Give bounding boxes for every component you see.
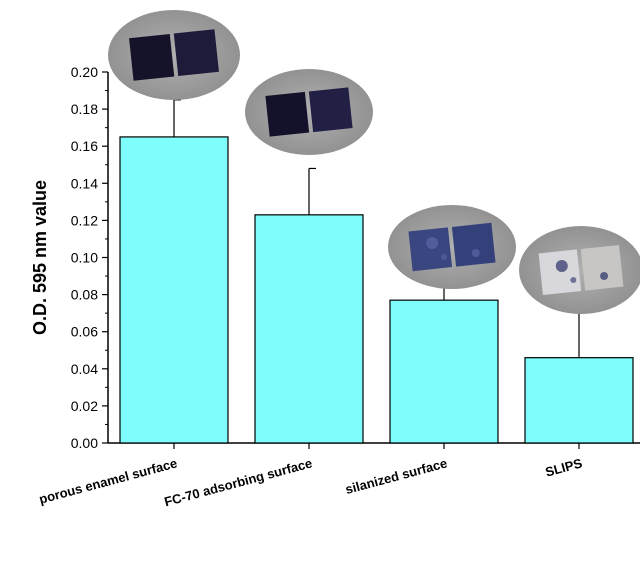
sample-block-right — [451, 222, 496, 267]
sample-photo-light-stained — [519, 226, 640, 314]
category-label: SLIPS — [544, 455, 584, 479]
sample-block-right — [580, 244, 624, 291]
stain-spot — [426, 237, 439, 249]
y-tick-label: 0.12 — [71, 212, 98, 228]
photo-oval — [519, 226, 640, 314]
photo-oval — [388, 205, 516, 289]
y-tick-label: 0.06 — [71, 324, 98, 340]
bar — [119, 136, 229, 444]
stain-spot — [570, 277, 577, 283]
y-tick-label: 0.02 — [71, 398, 98, 414]
stain-spot — [600, 272, 609, 280]
bar — [524, 357, 634, 444]
sample-block-left — [129, 33, 175, 81]
sample-photo-dark-stained — [245, 69, 373, 155]
sample-photo-blue-stained — [388, 205, 516, 289]
bar — [389, 299, 499, 444]
category-label: FC-70 adsorbing surface — [163, 455, 314, 509]
photo-oval — [245, 69, 373, 155]
sample-block-left — [265, 91, 310, 137]
bars — [119, 99, 634, 444]
y-tick-label: 0.00 — [71, 435, 98, 451]
sample-block-left — [538, 249, 582, 296]
sample-block-left — [408, 227, 453, 272]
stain-spot — [555, 260, 568, 272]
y-tick-label: 0.08 — [71, 287, 98, 303]
category-label: porous enamel surface — [37, 455, 178, 506]
sample-block-right — [173, 29, 219, 77]
y-tick-label: 0.18 — [71, 101, 98, 117]
stain-spot — [471, 249, 480, 257]
y-tick-label: 0.16 — [71, 138, 98, 154]
photo-oval — [108, 10, 240, 100]
y-tick-label: 0.20 — [71, 64, 98, 80]
y-axis-title: O.D. 595 nm value — [30, 180, 50, 335]
sample-photos — [108, 10, 640, 314]
sample-photo-dark-stained — [108, 10, 240, 100]
y-tick-label: 0.10 — [71, 250, 98, 266]
bar — [254, 214, 364, 444]
category-label: silanized surface — [344, 455, 449, 497]
y-tick-label: 0.04 — [71, 361, 98, 377]
y-tick-label: 0.14 — [71, 175, 98, 191]
sample-block-right — [308, 87, 353, 133]
stain-spot — [441, 254, 448, 260]
